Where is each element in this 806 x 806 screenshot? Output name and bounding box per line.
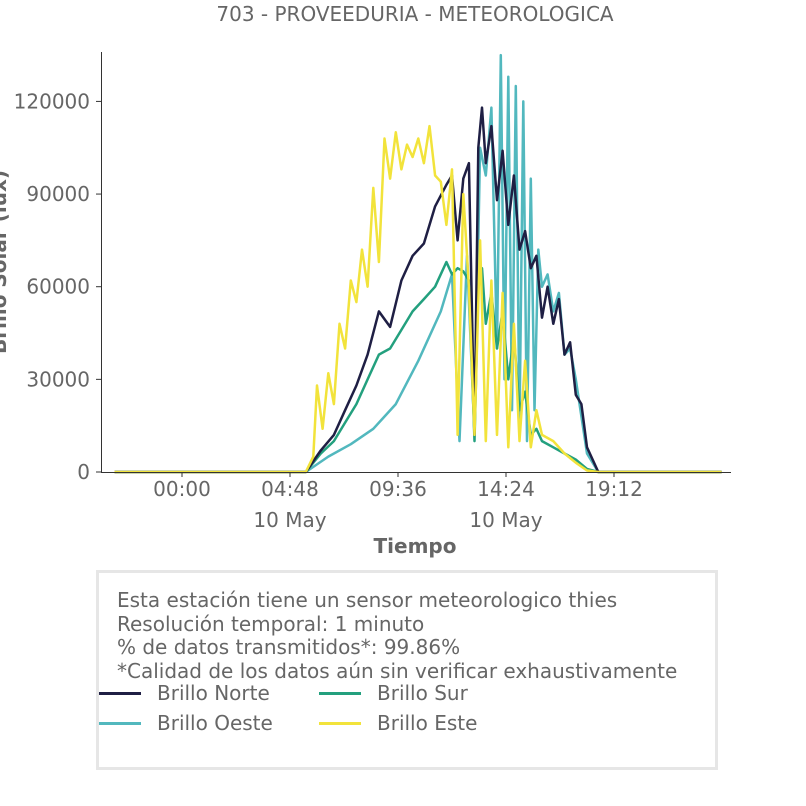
y-tick-label: 60000 xyxy=(26,275,90,299)
series-line-brillo-norte xyxy=(114,106,722,474)
plot-area xyxy=(114,53,722,474)
info-legend-box: Esta estación tiene un sensor meteorolog… xyxy=(96,570,718,770)
y-ticks: 0 30000 60000 90000 120000 xyxy=(14,89,101,484)
legend-swatch xyxy=(99,721,141,725)
x-tick-label: 09:36 xyxy=(369,477,427,501)
x-ticks: 00:00 04:48 10 May 09:36 14:24 10 May 19:12 xyxy=(153,472,643,532)
series-lines xyxy=(114,53,722,474)
legend-swatch xyxy=(319,691,361,695)
x-tick-label: 14:24 xyxy=(477,477,535,501)
legend-item-brillo-este: Brillo Este xyxy=(319,711,477,735)
legend-item-brillo-oeste: Brillo Oeste xyxy=(99,711,273,735)
y-tick-label: 120000 xyxy=(14,89,90,113)
chart-title: 703 - PROVEEDURIA - METEOROLOGICA xyxy=(216,2,614,26)
series-line-brillo-oeste xyxy=(114,53,722,474)
info-line-resolution: Resolución temporal: 1 minuto xyxy=(117,611,425,636)
legend-label: Brillo Oeste xyxy=(157,711,273,735)
info-line-transmitted: % de datos transmitidos*: 99.86% xyxy=(117,635,461,659)
legend-item-brillo-norte: Brillo Norte xyxy=(99,681,270,705)
y-tick-label: 0 xyxy=(77,460,90,484)
series-line-brillo-este xyxy=(114,124,722,474)
legend-swatch xyxy=(99,691,141,695)
info-line-sensor: Esta estación tiene un sensor meteorolog… xyxy=(117,588,618,612)
chart-svg: 703 - PROVEEDURIA - METEOROLOGICA Brillo… xyxy=(0,2,731,558)
series-line-brillo-sur xyxy=(114,260,722,474)
x-axis-label: Tiempo xyxy=(374,534,457,558)
y-axis-label: Brillo Solar (lux) xyxy=(0,170,11,354)
x-tick-label: 04:48 xyxy=(261,477,319,501)
station-info: Esta estación tiene un sensor meteorolog… xyxy=(117,588,678,683)
x-tick-label: 00:00 xyxy=(153,477,211,501)
y-axis-label-group: Brillo Solar (lux) xyxy=(0,170,11,354)
x-tick-date-label: 10 May xyxy=(253,508,326,532)
legend-label: Brillo Este xyxy=(377,711,478,735)
legend-swatch xyxy=(319,721,361,725)
legend-label: Brillo Sur xyxy=(377,681,468,705)
y-tick-label: 90000 xyxy=(26,182,90,206)
y-tick-label: 30000 xyxy=(26,367,90,391)
legend-label: Brillo Norte xyxy=(157,681,270,705)
x-tick-date-label: 10 May xyxy=(469,508,542,532)
info-line-quality-note: *Calidad de los datos aún sin verificar … xyxy=(117,658,678,683)
x-tick-label: 19:12 xyxy=(585,477,643,501)
legend-item-brillo-sur: Brillo Sur xyxy=(319,681,468,705)
